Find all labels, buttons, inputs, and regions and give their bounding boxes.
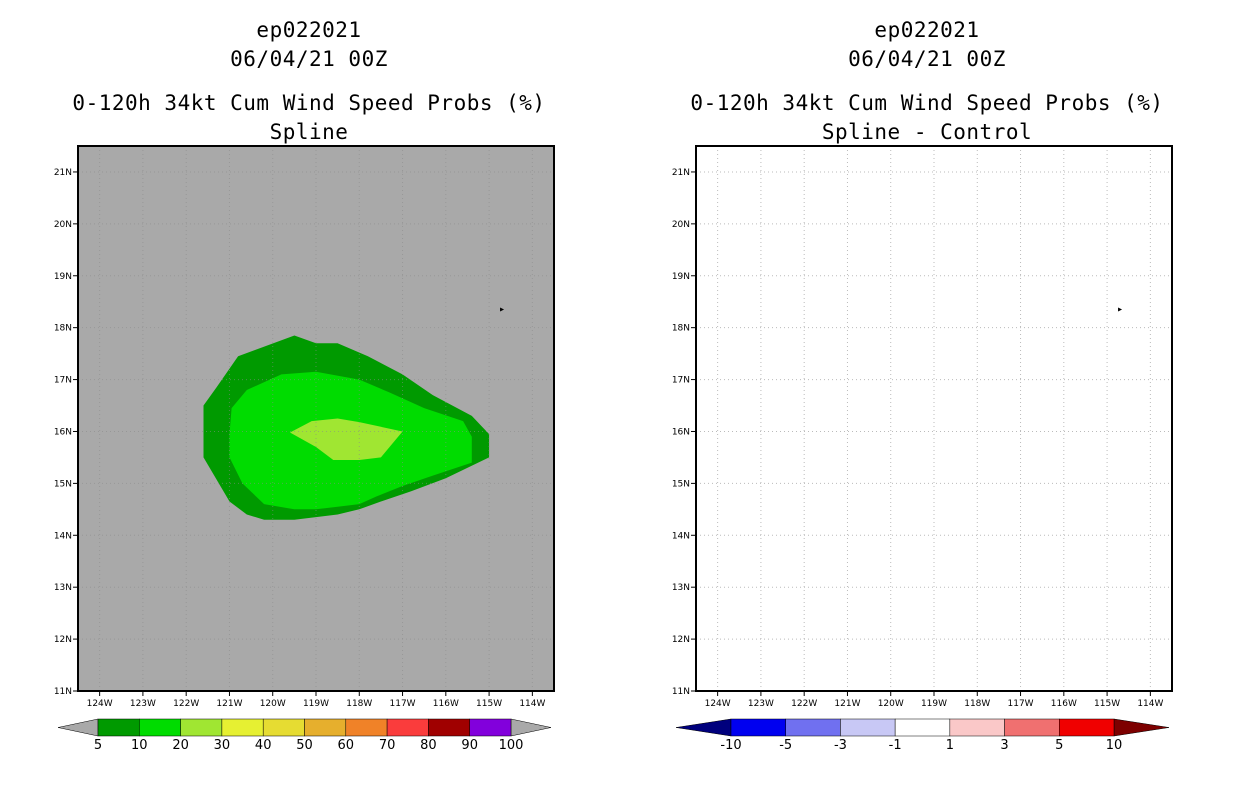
colorbar-label: 5 bbox=[1055, 738, 1063, 753]
x-tick-label: 119W bbox=[303, 699, 329, 709]
storm-marker bbox=[1118, 307, 1123, 312]
x-tick-label: 122W bbox=[173, 699, 199, 709]
y-tick-label: 12N bbox=[54, 635, 72, 645]
x-tick-label: 117W bbox=[1008, 699, 1034, 709]
y-tick-label: 13N bbox=[54, 583, 72, 593]
colorbar-box bbox=[221, 718, 264, 737]
x-tick-label: 115W bbox=[476, 699, 502, 709]
colorbar-label: 1 bbox=[946, 738, 954, 753]
y-tick-label: 16N bbox=[54, 427, 72, 437]
colorbar-label: 100 bbox=[499, 738, 524, 753]
left-chart: 124W 123W 122W 121W 120W 119W 118W 117W 116W 115W… bbox=[54, 145, 555, 753]
colorbar-label: 20 bbox=[172, 738, 189, 753]
y-tick-label: 19N bbox=[54, 272, 72, 282]
storm-id: ep022021 bbox=[256, 18, 362, 42]
y-tick-label: 19N bbox=[672, 272, 690, 282]
chart-subtitle: Spline bbox=[269, 120, 349, 144]
x-tick-label: 114W bbox=[519, 699, 545, 709]
colorbar-box bbox=[894, 718, 951, 737]
colorbar-box bbox=[97, 718, 140, 737]
colorbar-high-end bbox=[1113, 718, 1170, 737]
y-tick-label: 17N bbox=[54, 376, 72, 386]
x-tick-label: 115W bbox=[1094, 699, 1120, 709]
x-tick-label: 124W bbox=[87, 699, 113, 709]
y-tick-label: 15N bbox=[54, 479, 72, 489]
colorbar-box bbox=[386, 718, 429, 737]
storm-id: ep022021 bbox=[874, 18, 980, 42]
x-tick-label: 120W bbox=[260, 699, 286, 709]
colorbar-label: -1 bbox=[889, 738, 902, 753]
x-tick-label: 121W bbox=[216, 699, 242, 709]
x-tick-label: 116W bbox=[1051, 699, 1077, 709]
colorbar-label: 10 bbox=[131, 738, 148, 753]
y-tick-label: 14N bbox=[54, 531, 72, 541]
datetime: 06/04/21 00Z bbox=[230, 47, 388, 71]
y-tick-label: 17N bbox=[672, 376, 690, 386]
y-tick-label: 18N bbox=[54, 324, 72, 334]
colorbar-box bbox=[949, 718, 1005, 737]
x-tick-label: 123W bbox=[130, 699, 156, 709]
y-tick-label: 18N bbox=[672, 324, 690, 334]
colorbar-box bbox=[785, 718, 841, 737]
colorbar-box bbox=[345, 718, 388, 737]
right-panel: ep022021 06/04/21 00Z 0-120h 34kt Cum Wi… bbox=[618, 0, 1236, 800]
colorbar-box bbox=[1004, 718, 1060, 737]
colorbar-box bbox=[840, 718, 896, 737]
chart-title: 0-120h 34kt Cum Wind Speed Probs (%) bbox=[690, 91, 1164, 115]
storm-marker bbox=[500, 307, 505, 312]
y-tick-label: 12N bbox=[672, 635, 690, 645]
contour-20-30 bbox=[290, 418, 403, 460]
y-tick-label: 14N bbox=[672, 531, 690, 541]
colorbar-box bbox=[469, 718, 512, 737]
chart-title: 0-120h 34kt Cum Wind Speed Probs (%) bbox=[72, 91, 546, 115]
x-tick-label: 124W bbox=[705, 699, 731, 709]
colorbar-box bbox=[180, 718, 223, 737]
x-tick-label: 123W bbox=[748, 699, 774, 709]
x-tick-label: 114W bbox=[1137, 699, 1163, 709]
colorbar-label: 30 bbox=[214, 738, 231, 753]
datetime: 06/04/21 00Z bbox=[848, 47, 1006, 71]
x-tick-label: 121W bbox=[834, 699, 860, 709]
colorbar-label: 60 bbox=[338, 738, 355, 753]
y-tick-label: 15N bbox=[672, 479, 690, 489]
colorbar-label: 5 bbox=[94, 738, 102, 753]
x-tick-label: 120W bbox=[878, 699, 904, 709]
colorbar-box bbox=[730, 718, 786, 737]
colorbar-label: 3 bbox=[1000, 738, 1008, 753]
colorbar-box bbox=[262, 718, 305, 737]
colorbar-box bbox=[428, 718, 470, 737]
y-tick-label: 21N bbox=[672, 168, 690, 178]
right-chart: 124W 123W 122W 121W 120W 119W 118W 117W 116W 115W… bbox=[672, 145, 1173, 753]
x-tick-label: 122W bbox=[791, 699, 817, 709]
colorbar-box bbox=[139, 718, 181, 737]
colorbar-label: 50 bbox=[296, 738, 313, 753]
x-tick-label: 116W bbox=[433, 699, 459, 709]
left-panel: ep022021 06/04/21 00Z 0-120h 34kt Cum Wi… bbox=[54, 18, 555, 753]
colorbar-label: -3 bbox=[834, 738, 847, 753]
colorbar-label: 80 bbox=[420, 738, 437, 753]
x-tick-label: 119W bbox=[921, 699, 947, 709]
colorbar-label: -5 bbox=[779, 738, 792, 753]
colorbar-label: 10 bbox=[1106, 738, 1123, 753]
y-tick-label: 16N bbox=[672, 427, 690, 437]
colorbar-box bbox=[304, 718, 347, 737]
colorbar-high-end bbox=[510, 718, 552, 737]
x-tick-label: 117W bbox=[390, 699, 416, 709]
x-tick-label: 118W bbox=[964, 699, 990, 709]
y-tick-label: 20N bbox=[54, 220, 72, 230]
colorbar-label: -10 bbox=[720, 738, 741, 753]
y-tick-label: 11N bbox=[54, 687, 72, 697]
colorbar-low-end bbox=[57, 718, 99, 737]
colorbar-box bbox=[1059, 718, 1115, 737]
colorbar-low-end bbox=[675, 718, 732, 737]
y-tick-label: 13N bbox=[672, 583, 690, 593]
colorbar-label: 90 bbox=[461, 738, 478, 753]
colorbar-label: 40 bbox=[255, 738, 272, 753]
y-tick-label: 21N bbox=[54, 168, 72, 178]
y-tick-label: 11N bbox=[672, 687, 690, 697]
chart-subtitle: Spline - Control bbox=[821, 120, 1033, 144]
x-tick-label: 118W bbox=[346, 699, 372, 709]
y-tick-label: 20N bbox=[672, 220, 690, 230]
colorbar-label: 70 bbox=[379, 738, 396, 753]
